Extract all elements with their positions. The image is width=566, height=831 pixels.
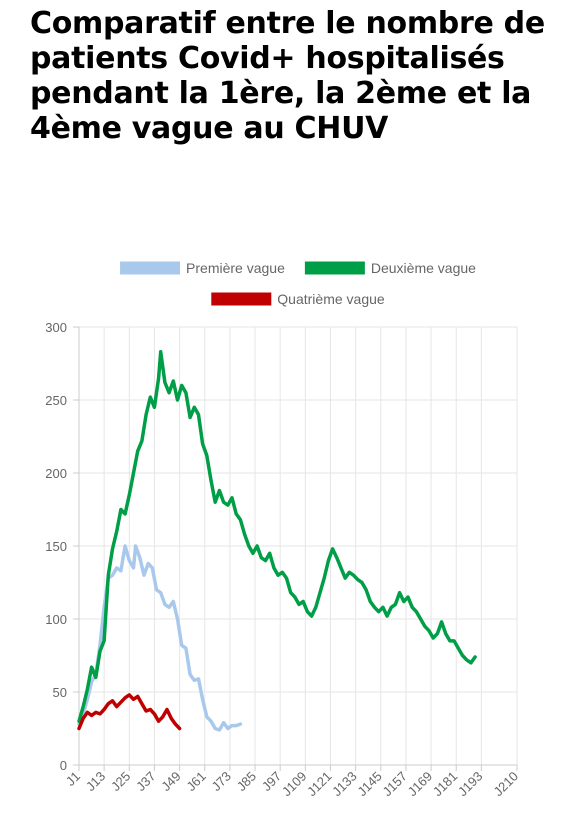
series-lines xyxy=(77,350,477,732)
legend-label-3: Quatrième vague xyxy=(277,291,385,307)
x-tick-label: J121 xyxy=(304,769,335,800)
y-tick-label: 200 xyxy=(45,466,67,481)
x-tick-label: J49 xyxy=(158,769,183,794)
grid xyxy=(78,326,518,766)
chart-title: Comparatif entre le nombre de patients C… xyxy=(30,6,545,146)
y-tick-label: 300 xyxy=(45,320,67,335)
y-tick-label: 100 xyxy=(45,612,67,627)
y-tick-label: 250 xyxy=(45,393,67,408)
series-line-3 xyxy=(77,693,182,731)
x-tick-label: J210 xyxy=(491,769,522,800)
x-tick-label: J25 xyxy=(108,769,133,794)
x-tick-label: J13 xyxy=(83,769,108,794)
legend-label-1: Première vague xyxy=(186,260,285,276)
axes xyxy=(73,326,518,771)
legend-swatch-3 xyxy=(211,292,272,306)
legend-swatch-1 xyxy=(120,261,181,275)
x-tick-label: J37 xyxy=(133,769,158,794)
legend: Première vague Deuxième vague Quatrième va… xyxy=(120,260,476,307)
legend-swatch-2 xyxy=(304,261,365,275)
x-tick-label: J133 xyxy=(329,769,360,800)
series-line-2 xyxy=(77,350,477,723)
y-tick-label: 50 xyxy=(53,685,67,700)
x-tick-label: J169 xyxy=(405,769,436,800)
x-tick-label: J61 xyxy=(183,769,208,794)
x-tick-label: J145 xyxy=(354,769,385,800)
x-tick-label: J193 xyxy=(455,769,486,800)
y-tick-label: 0 xyxy=(60,758,67,773)
legend-label-2: Deuxième vague xyxy=(371,260,476,276)
x-tick-label: J109 xyxy=(279,769,310,800)
x-tick-label: J73 xyxy=(209,769,234,794)
y-tick-label: 150 xyxy=(45,539,67,554)
x-tick-label: J157 xyxy=(380,769,411,800)
x-tick-label: J85 xyxy=(234,769,259,794)
x-tick-label: J181 xyxy=(430,769,461,800)
